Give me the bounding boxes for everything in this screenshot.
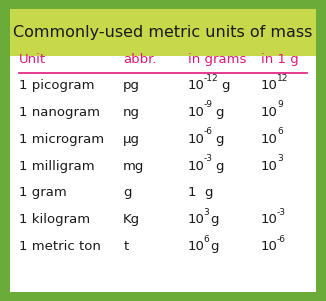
Text: 10: 10 [261,213,278,226]
Text: 10: 10 [187,133,204,146]
Text: 1 milligram: 1 milligram [19,160,95,172]
Text: 10: 10 [261,106,278,119]
Text: Unit: Unit [19,54,46,67]
Text: g: g [216,106,224,119]
Text: mg: mg [123,160,144,172]
Text: 3: 3 [203,208,209,217]
Text: 1 metric ton: 1 metric ton [19,240,101,253]
Text: -6: -6 [277,235,286,244]
Text: 10: 10 [187,106,204,119]
Text: 10: 10 [261,240,278,253]
Text: 1 nanogram: 1 nanogram [19,106,100,119]
Text: g: g [211,213,219,226]
Text: 1 kilogram: 1 kilogram [19,213,90,226]
Text: 10: 10 [187,160,204,172]
Text: -3: -3 [203,154,213,163]
Text: 12: 12 [277,73,289,82]
Bar [10,9,316,56]
Text: 10: 10 [261,160,278,172]
Text: in grams: in grams [187,54,246,67]
Text: 1 picogram: 1 picogram [19,79,95,92]
Text: in 1 g: in 1 g [261,54,299,67]
Text: 10: 10 [261,79,278,92]
Text: abbr.: abbr. [123,54,157,67]
Text: μg: μg [123,133,140,146]
Text: 9: 9 [277,101,283,110]
Text: g: g [216,133,224,146]
Text: 10: 10 [187,213,204,226]
Text: g: g [123,186,132,200]
Text: pg: pg [123,79,140,92]
Text: t: t [123,240,128,253]
Text: ng: ng [123,106,140,119]
Text: g: g [216,160,224,172]
Bar [10,56,316,292]
Text: 10: 10 [187,240,204,253]
Text: g: g [221,79,230,92]
Text: 1 microgram: 1 microgram [19,133,104,146]
Text: g: g [211,240,219,253]
Text: 10: 10 [261,133,278,146]
Text: Commonly-used metric units of mass: Commonly-used metric units of mass [13,25,313,40]
Text: 10: 10 [187,79,204,92]
Text: -9: -9 [203,101,213,110]
Text: 3: 3 [277,154,283,163]
Text: 6: 6 [203,235,209,244]
Text: 1 gram: 1 gram [19,186,67,200]
Text: -3: -3 [277,208,286,217]
Text: -12: -12 [203,73,218,82]
Text: Kg: Kg [123,213,140,226]
Text: 6: 6 [277,127,283,136]
Text: 1  g: 1 g [187,186,213,200]
Text: -6: -6 [203,127,213,136]
